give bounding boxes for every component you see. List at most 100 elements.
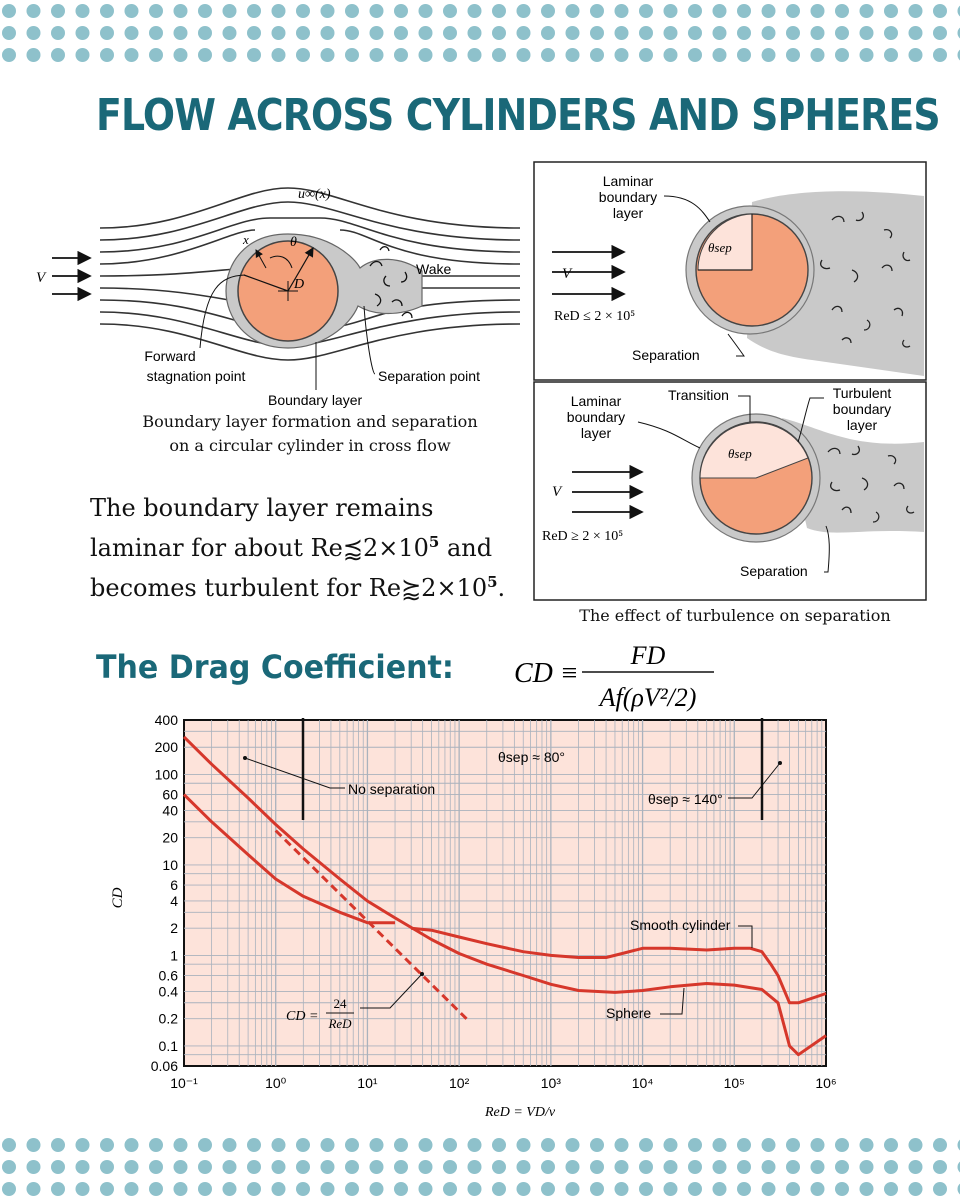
decorative-dot	[859, 4, 874, 18]
decorative-dot	[26, 1138, 41, 1152]
decorative-dot	[933, 48, 947, 62]
decorative-dot	[933, 1160, 947, 1174]
decorative-dot	[247, 26, 261, 40]
y-tick-label: 0.2	[159, 1011, 179, 1027]
decorative-dot	[590, 1182, 604, 1196]
decorative-dot	[51, 26, 65, 40]
decorative-dot	[247, 1138, 261, 1152]
y-tick-label: 100	[155, 766, 179, 782]
decorative-dot	[516, 26, 531, 40]
sphere-label: Sphere	[606, 1005, 651, 1021]
figure1-caption-line-2: on a circular cylinder in cross flow	[169, 436, 451, 455]
decorative-dot	[810, 26, 825, 40]
decorative-dot	[884, 1138, 898, 1152]
decorative-dot	[835, 1182, 849, 1196]
decorative-dot	[786, 26, 800, 40]
laminar-bl-label-2: boundary	[599, 189, 657, 205]
decorative-dot	[467, 26, 482, 40]
no-separation-label: No separation	[348, 781, 435, 797]
decorative-dot	[222, 1160, 237, 1174]
decorative-dot	[786, 1138, 800, 1152]
laminar-velocity-label: V	[562, 266, 573, 282]
decorative-dot	[75, 4, 90, 18]
decorative-dot	[908, 48, 923, 62]
decorative-dot	[908, 1138, 923, 1152]
turb-laminar-label-2: boundary	[567, 409, 625, 425]
x-tick-label: 10³	[541, 1075, 562, 1091]
decorative-dot	[516, 1138, 531, 1152]
decorative-dot	[51, 1182, 65, 1196]
series-line-smooth-cylinder	[411, 926, 827, 1005]
decorative-dot	[394, 26, 408, 40]
decorative-dot	[271, 4, 286, 18]
decorative-dot	[492, 48, 506, 62]
decorative-dot	[859, 48, 874, 62]
laminar-bl-label-3: layer	[613, 205, 644, 221]
decorative-dot	[565, 1160, 580, 1174]
decorative-dot	[222, 4, 237, 18]
decorative-dot	[737, 1182, 751, 1196]
formula-lhs: CD ≡	[514, 658, 579, 689]
stokes-lhs: CD =	[286, 1009, 318, 1024]
decorative-dot	[418, 48, 433, 62]
decorative-dot	[345, 1138, 359, 1152]
decorative-dot	[443, 4, 457, 18]
decorative-dot	[247, 1160, 261, 1174]
decorative-dot	[75, 1138, 90, 1152]
x-label: x	[242, 232, 249, 247]
decorative-dot	[516, 4, 531, 18]
decorative-dot	[614, 1138, 629, 1152]
decorative-dot	[688, 1160, 702, 1174]
decorative-dot	[149, 4, 163, 18]
decorative-dot	[614, 1160, 629, 1174]
decorative-dot	[933, 4, 947, 18]
decorative-dot	[75, 1182, 90, 1196]
decorative-dot	[565, 26, 580, 40]
decorative-dot	[2, 48, 16, 62]
decorative-dot	[124, 48, 139, 62]
decorative-dot	[908, 1182, 923, 1196]
laminar-theta-label: θsep	[708, 240, 732, 255]
decorative-dot	[296, 1138, 310, 1152]
decorative-dot	[957, 27, 960, 39]
decorative-dot	[100, 1182, 114, 1196]
x-tick-label: 10⁰	[265, 1075, 287, 1091]
decorative-dot	[761, 1138, 776, 1152]
decorative-dot	[2, 1160, 16, 1174]
y-tick-label: 20	[162, 830, 178, 846]
decorative-dot	[639, 1138, 653, 1152]
decorative-dot	[173, 4, 188, 18]
decorative-dot	[541, 26, 555, 40]
decorative-dot	[222, 48, 237, 62]
line2-text: laminar for about Re⪷2×10	[90, 534, 429, 562]
turbulent-bl-label-2: boundary	[833, 401, 891, 417]
theta-140-label: θsep ≈ 140°	[648, 791, 723, 807]
turbulent-re-label: ReD ≥ 2 × 10⁵	[542, 529, 623, 544]
decorative-dot	[884, 4, 898, 18]
decorative-dot	[369, 48, 384, 62]
decorative-dot	[247, 4, 261, 18]
decorative-dot	[173, 1160, 188, 1174]
decorative-dot	[614, 26, 629, 40]
decorative-dot	[859, 26, 874, 40]
paragraph-line-3: becomes turbulent for Re⪸2×105.	[90, 568, 528, 608]
y-tick-label: 4	[170, 893, 178, 909]
decorative-dot	[320, 26, 335, 40]
decorative-dot	[565, 4, 580, 18]
x-tick-label: 10⁵	[724, 1075, 745, 1091]
separation-comparison-diagram: Laminar boundary layer θsep V ReD ≤ 2 × …	[533, 161, 927, 601]
decorative-dot	[345, 4, 359, 18]
forward-stagnation-label-2: stagnation point	[147, 368, 246, 384]
decorative-dot	[345, 1182, 359, 1196]
decorative-dot	[688, 4, 702, 18]
turbulent-theta-label: θsep	[728, 446, 752, 461]
decorative-dot	[859, 1182, 874, 1196]
decorative-dot	[933, 1182, 947, 1196]
decorative-dot	[541, 48, 555, 62]
x-tick-label: 10⁴	[632, 1075, 654, 1091]
decorative-dot	[516, 48, 531, 62]
decorative-dot	[737, 1138, 751, 1152]
decorative-dot	[565, 1138, 580, 1152]
figure2-caption: The effect of turbulence on separation	[579, 606, 891, 625]
decorative-dot	[786, 4, 800, 18]
